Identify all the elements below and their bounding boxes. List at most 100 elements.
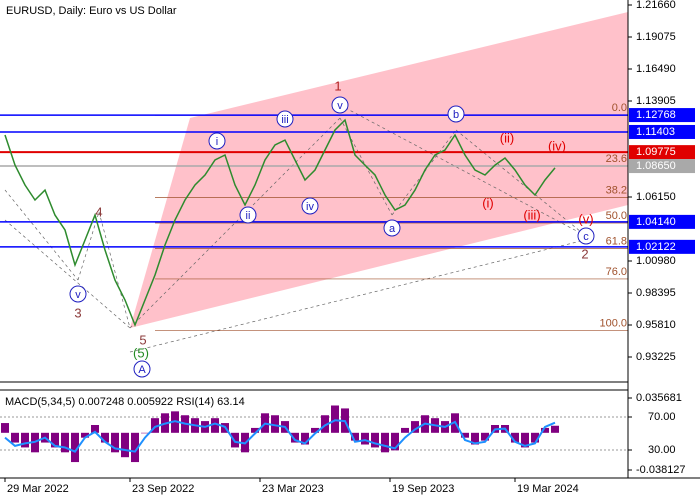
macd-bar <box>511 432 519 443</box>
wave-label: (i) <box>482 195 494 210</box>
x-tick-label: 19 Mar 2024 <box>517 483 579 495</box>
y-tick-label: 1.13905 <box>636 95 676 107</box>
macd-bar <box>251 427 259 433</box>
price-line <box>4 118 556 328</box>
wave-circle <box>331 96 349 114</box>
rsi-tick-label: 70.00 <box>648 411 676 423</box>
wave-circle <box>301 197 319 215</box>
level-box <box>629 159 695 174</box>
y-tick-label: 1.19075 <box>636 31 676 43</box>
fib-label: 0.0 <box>612 102 627 114</box>
fib-label: 76.0 <box>606 266 627 278</box>
x-tick-label: 29 Mar 2022 <box>7 483 69 495</box>
level-box <box>629 145 695 160</box>
fib-label: 23.6 <box>606 153 627 165</box>
macd-bar <box>61 432 69 453</box>
fib-label: 38.2 <box>606 185 627 197</box>
wave-circle <box>276 110 294 128</box>
wave-circle <box>447 105 465 123</box>
macd-bar <box>321 415 329 433</box>
macd-bar <box>301 432 309 445</box>
level-label: 1.11403 <box>636 126 675 138</box>
y-tick-label: 1.00980 <box>636 255 676 267</box>
macd-bar <box>331 405 339 433</box>
wave-line <box>129 239 586 353</box>
wave-circle <box>239 206 257 224</box>
wave-label: iii <box>281 114 288 126</box>
wave-label: (iii) <box>523 207 540 222</box>
wave-circle <box>208 132 226 150</box>
macd-bar <box>361 432 369 445</box>
macd-bar <box>401 427 409 433</box>
macd-bar <box>391 432 399 451</box>
wave-label: (5) <box>133 345 149 360</box>
macd-bar <box>101 432 109 443</box>
wave-label: (v) <box>578 211 593 226</box>
y-tick-label: 1.06150 <box>636 191 676 203</box>
macd-bar <box>211 418 219 433</box>
macd-bar <box>151 418 159 433</box>
macd-bar <box>91 425 99 433</box>
macd-bar <box>351 432 359 441</box>
fib-label: 100.0 <box>599 318 627 330</box>
wave-label: 4 <box>95 204 102 219</box>
fib-label: 61.8 <box>606 235 627 247</box>
macd-bar <box>481 432 489 441</box>
macd-tick-label: 0.035681 <box>636 392 682 404</box>
wave-label: 5 <box>139 332 146 347</box>
macd-bar <box>1 423 9 433</box>
macd-bar <box>21 432 29 448</box>
wave-label: (iv) <box>548 138 566 153</box>
y-tick-label: 0.98395 <box>636 287 676 299</box>
macd-bar <box>81 432 89 438</box>
x-tick-label: 23 Mar 2023 <box>262 483 324 495</box>
wave-label: i <box>216 136 218 148</box>
wave-circle <box>133 360 151 378</box>
macd-bar <box>381 432 389 453</box>
wave-circle <box>577 227 595 245</box>
macd-bar <box>551 425 559 433</box>
y-tick-label: 1.16490 <box>636 63 676 75</box>
y-tick-label: 0.93225 <box>636 351 676 363</box>
wave-circle <box>383 219 401 237</box>
level-box <box>629 124 695 139</box>
x-tick-label: 19 Sep 2023 <box>392 483 454 495</box>
wave-line <box>4 189 79 281</box>
macd-bar <box>411 421 419 433</box>
wave-line <box>455 129 587 237</box>
trend-channel <box>130 12 628 328</box>
level-label: 1.09775 <box>636 146 676 158</box>
level-label: 1.04140 <box>636 216 676 228</box>
macd-bar <box>11 432 19 443</box>
fib-label: 50.0 <box>606 210 627 222</box>
macd-bar <box>471 432 479 445</box>
level-box <box>629 214 695 229</box>
wave-label: a <box>389 223 396 235</box>
macd-bar <box>141 432 149 434</box>
wave-label: 1 <box>334 78 341 93</box>
wave-circle <box>69 285 87 303</box>
wave-label: ii <box>246 210 251 222</box>
macd-tick-label: -0.038127 <box>636 464 686 476</box>
x-tick-label: 23 Sep 2022 <box>132 483 194 495</box>
level-label: 1.02122 <box>636 241 676 253</box>
macd-bar <box>111 432 119 453</box>
wave-label: v <box>337 100 343 112</box>
chart-title: EURUSD, Daily: Euro vs US Dollar <box>6 5 177 17</box>
wave-line <box>339 104 587 237</box>
wave-label: b <box>453 109 459 121</box>
macd-bar <box>71 432 79 463</box>
macd-bar <box>121 432 129 458</box>
wave-line <box>98 211 131 329</box>
level-label: 1.08650 <box>636 160 676 172</box>
wave-label: v <box>75 289 81 301</box>
macd-bar <box>291 432 299 443</box>
rsi-tick-label: 30.00 <box>648 444 676 456</box>
macd-bar <box>531 432 539 443</box>
macd-bar <box>461 432 469 438</box>
wave-label: (ii) <box>500 130 514 145</box>
wave-label: A <box>138 364 146 376</box>
macd-bar <box>51 432 59 448</box>
wave-label: 2 <box>581 246 588 261</box>
